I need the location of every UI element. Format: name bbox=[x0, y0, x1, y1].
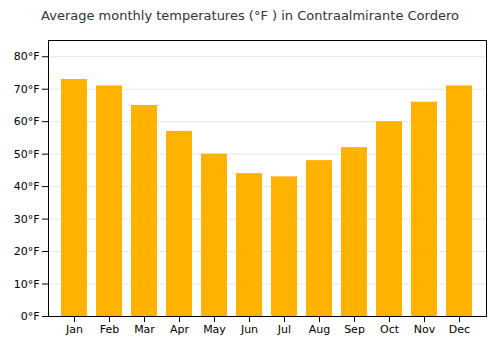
svg-text:60°F: 60°F bbox=[14, 115, 40, 128]
svg-text:Apr: Apr bbox=[170, 323, 190, 336]
svg-text:Feb: Feb bbox=[100, 323, 119, 336]
svg-text:0°F: 0°F bbox=[21, 310, 40, 323]
svg-text:40°F: 40°F bbox=[14, 180, 40, 193]
svg-text:Jun: Jun bbox=[240, 323, 258, 336]
svg-text:50°F: 50°F bbox=[14, 148, 40, 161]
svg-text:20°F: 20°F bbox=[14, 245, 40, 258]
svg-text:Oct: Oct bbox=[380, 323, 400, 336]
svg-text:Aug: Aug bbox=[309, 323, 330, 336]
svg-text:Jan: Jan bbox=[65, 323, 83, 336]
svg-text:10°F: 10°F bbox=[14, 278, 40, 291]
svg-text:Mar: Mar bbox=[134, 323, 155, 336]
svg-text:Sep: Sep bbox=[344, 323, 365, 336]
svg-text:May: May bbox=[203, 323, 226, 336]
svg-text:70°F: 70°F bbox=[14, 83, 40, 96]
svg-text:80°F: 80°F bbox=[14, 50, 40, 63]
svg-text:Nov: Nov bbox=[414, 323, 436, 336]
html-text:Average monthly temperatures (: Average monthly temperatures (°F ) in Co… bbox=[41, 8, 459, 23]
svg-text:Dec: Dec bbox=[449, 323, 470, 336]
svg-text:Jul: Jul bbox=[277, 323, 291, 336]
svg-text:30°F: 30°F bbox=[14, 213, 40, 226]
